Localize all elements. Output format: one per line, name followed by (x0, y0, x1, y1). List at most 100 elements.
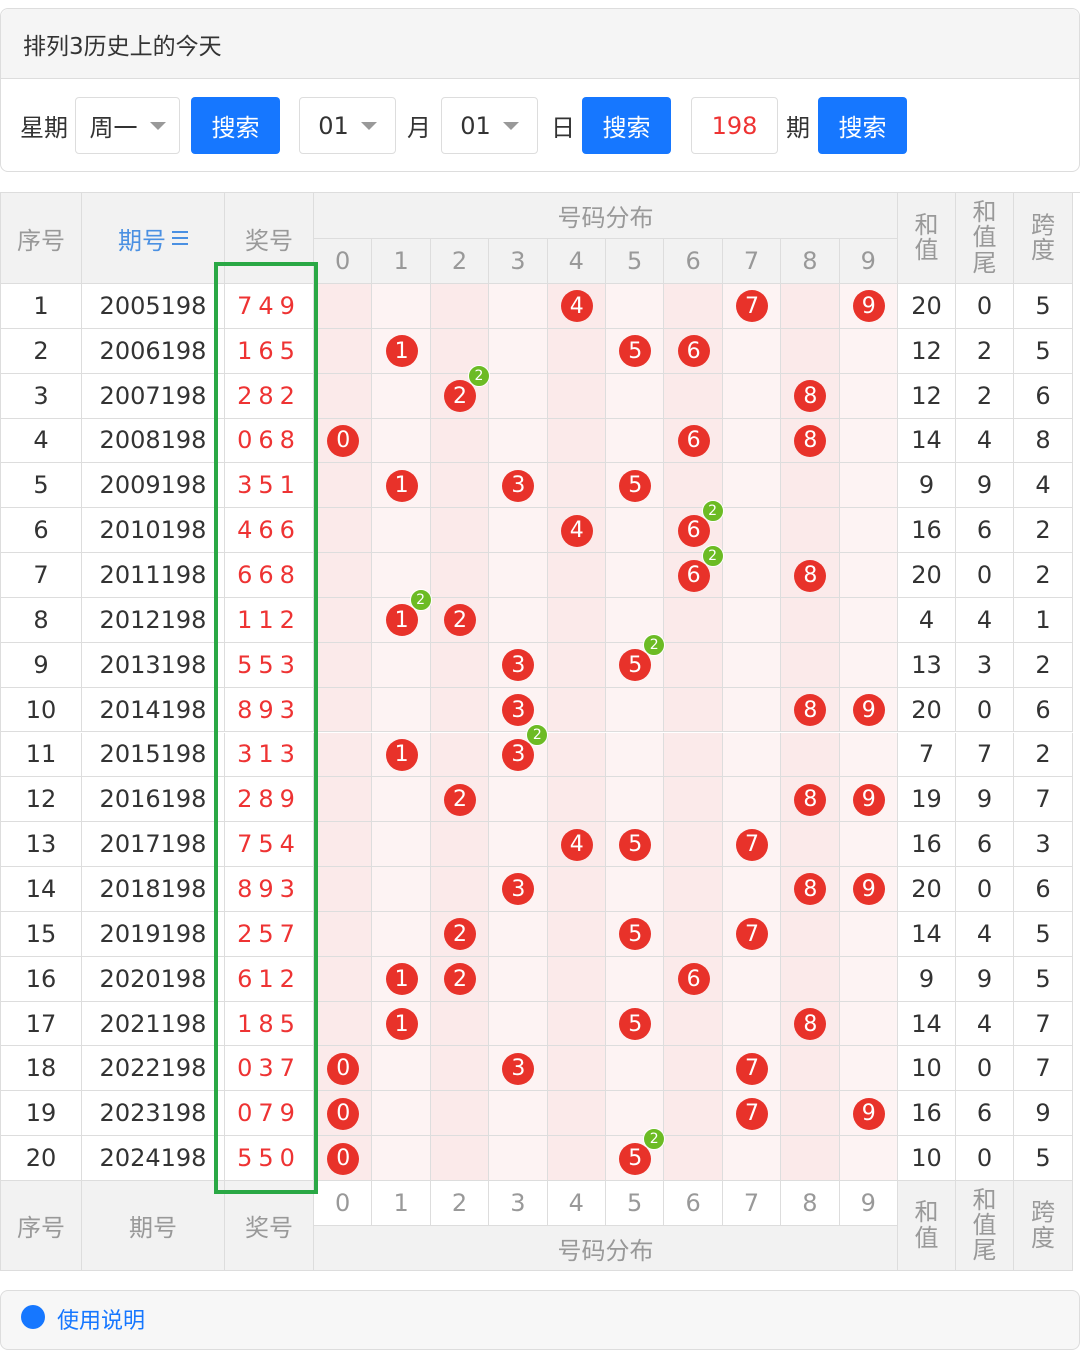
number-ball: 1 (385, 335, 418, 368)
distribution-cell (664, 1001, 723, 1047)
distribution-cell (547, 687, 606, 733)
seq-cell: 18 (1, 1046, 82, 1092)
distribution-cell (839, 553, 898, 598)
number-ball: 9 (852, 783, 885, 816)
distribution-cell (664, 822, 723, 868)
digit-footer: 8 (781, 1181, 840, 1226)
distribution-cell (489, 597, 548, 643)
number-ball: 1 (385, 963, 418, 996)
number-ball: 8 (794, 559, 827, 592)
distribution-cell (781, 597, 840, 643)
help-title: 使用说明 (57, 1309, 146, 1334)
distribution-cell (781, 1046, 840, 1092)
distribution-cell (839, 642, 898, 688)
distribution-cell (664, 732, 723, 778)
distribution-cell (430, 1091, 490, 1137)
issue-cell: 2024198 (82, 1136, 225, 1181)
footer-cell: 期号 (82, 1181, 225, 1271)
distribution-cell (722, 642, 782, 688)
search-button[interactable]: 搜索 (582, 97, 671, 154)
distribution-cell (547, 732, 606, 778)
number-ball: 2 (444, 380, 476, 413)
sort-icon[interactable] (172, 231, 188, 245)
number-ball: 8 (794, 424, 827, 457)
distribution-cell (430, 867, 490, 912)
digit-footer: 6 (664, 1181, 723, 1226)
title-bar: 排列3历史上的今天 (1, 9, 1079, 79)
sum-cell: 16 (898, 1091, 956, 1137)
sum-cell: 14 (898, 1001, 956, 1047)
distribution-cell (430, 463, 490, 509)
number-ball: 7 (736, 1052, 768, 1085)
distribution-cell (430, 642, 490, 688)
sum-cell: 7 (898, 732, 956, 778)
week-select[interactable]: 周一 (75, 97, 180, 154)
number-ball: 9 (852, 1097, 885, 1130)
distribution-cell (489, 777, 548, 823)
distribution-cell (547, 1091, 606, 1137)
sum-tail-cell: 0 (956, 284, 1014, 329)
distribution-cell (839, 508, 898, 554)
number-ball: 7 (736, 918, 768, 951)
distribution-cell (489, 418, 548, 464)
vertical-text: 和值尾 (972, 198, 997, 277)
span-cell: 2 (1014, 508, 1073, 554)
seq-cell: 13 (1, 822, 82, 868)
sum-cell: 20 (898, 553, 956, 598)
distribution-cell (547, 1046, 606, 1092)
distribution-cell (722, 867, 782, 912)
number-cell: 185 (225, 1001, 314, 1047)
seq-cell: 8 (1, 597, 82, 643)
sum-cell: 9 (898, 463, 956, 509)
number-ball: 5 (619, 469, 652, 502)
sum-tail-cell: 3 (956, 642, 1014, 688)
distribution-cell (547, 463, 606, 509)
distribution-cell (372, 642, 431, 688)
distribution-cell (372, 777, 431, 823)
number-ball: 9 (852, 873, 885, 906)
vertical-text: 和值尾 (972, 1185, 997, 1265)
day-value: 01 (460, 111, 491, 140)
repeat-badge: 2 (526, 723, 549, 746)
distribution-cell (722, 956, 782, 1002)
seq-cell: 9 (1, 642, 82, 688)
sum-cell: 20 (898, 687, 956, 733)
distribution-cell (839, 822, 898, 868)
search-card: 排列3历史上的今天 (0, 8, 1080, 172)
distribution-cell (372, 508, 431, 554)
distribution-cell (664, 284, 723, 329)
day-select[interactable]: 01 (441, 97, 538, 154)
seq-cell: 17 (1, 1001, 82, 1047)
distribution-cell (839, 956, 898, 1002)
sum-tail-cell: 0 (956, 1046, 1014, 1092)
distribution-cell (372, 822, 431, 868)
search-button[interactable]: 搜索 (191, 97, 280, 154)
seq-cell: 6 (1, 508, 82, 554)
issue-input[interactable]: 198 (691, 97, 778, 154)
distribution-cell (430, 822, 490, 868)
distribution-cell (314, 373, 373, 419)
issue-cell: 2010198 (82, 508, 225, 554)
sum-tail-cell: 7 (956, 732, 1014, 778)
distribution-cell (430, 1136, 490, 1181)
number-cell: 165 (225, 328, 314, 374)
number-ball: 0 (327, 424, 360, 457)
distribution-cell (547, 956, 606, 1002)
distribution-cell (781, 1136, 840, 1181)
sum-tail-cell: 9 (956, 777, 1014, 823)
number-cell: 466 (225, 508, 314, 554)
distribution-cell (372, 418, 431, 464)
span-cell: 4 (1014, 463, 1073, 509)
search-button[interactable]: 搜索 (818, 97, 907, 154)
sum-tail-cell: 6 (956, 1091, 1014, 1137)
distribution-cell (547, 867, 606, 912)
footer-cell: 和值 (898, 1181, 956, 1271)
number-ball: 0 (327, 1142, 360, 1175)
sum-tail-cell: 4 (956, 911, 1014, 957)
help-card: 使用说明 (0, 1290, 1080, 1350)
distribution-cell (606, 284, 665, 329)
info-icon (21, 1305, 45, 1329)
month-select[interactable]: 01 (299, 97, 396, 154)
vertical-text: 和值 (914, 210, 939, 264)
distribution-cell (314, 284, 373, 329)
